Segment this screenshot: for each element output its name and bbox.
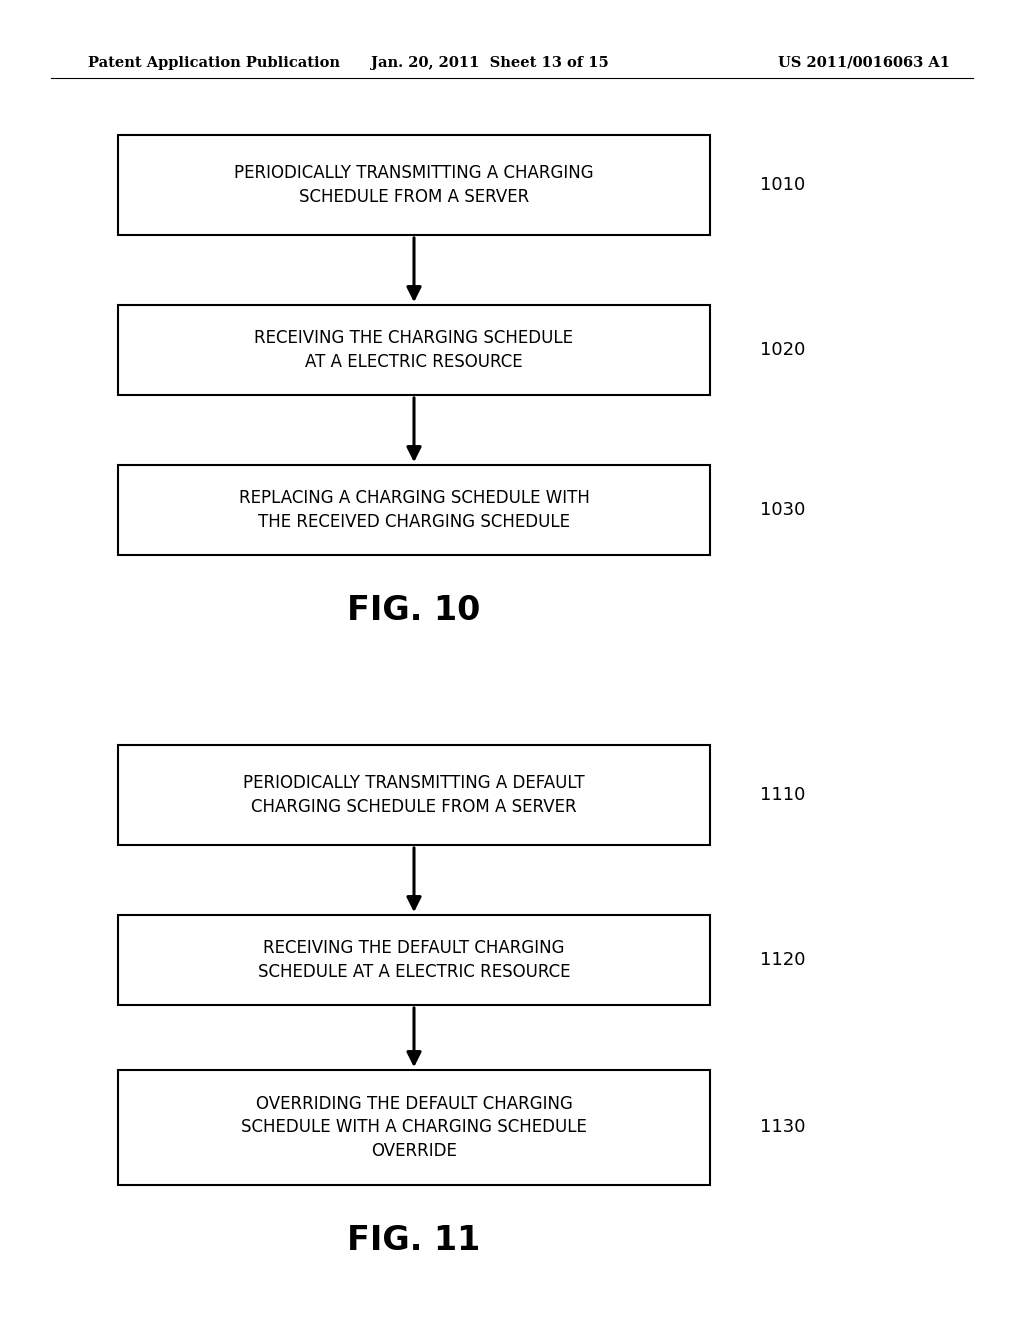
Bar xyxy=(118,744,710,845)
Text: 1020: 1020 xyxy=(760,341,805,359)
Text: 1130: 1130 xyxy=(760,1118,806,1137)
Bar xyxy=(118,135,710,235)
Text: 1120: 1120 xyxy=(760,950,806,969)
Text: US 2011/0016063 A1: US 2011/0016063 A1 xyxy=(778,55,950,70)
Text: 1010: 1010 xyxy=(760,176,805,194)
Text: RECEIVING THE DEFAULT CHARGING
SCHEDULE AT A ELECTRIC RESOURCE: RECEIVING THE DEFAULT CHARGING SCHEDULE … xyxy=(258,940,570,981)
Text: Jan. 20, 2011  Sheet 13 of 15: Jan. 20, 2011 Sheet 13 of 15 xyxy=(371,55,609,70)
Text: PERIODICALLY TRANSMITTING A DEFAULT
CHARGING SCHEDULE FROM A SERVER: PERIODICALLY TRANSMITTING A DEFAULT CHAR… xyxy=(243,775,585,816)
Text: FIG. 11: FIG. 11 xyxy=(347,1224,480,1257)
Text: 1110: 1110 xyxy=(760,785,805,804)
Text: 1030: 1030 xyxy=(760,502,805,519)
Text: PERIODICALLY TRANSMITTING A CHARGING
SCHEDULE FROM A SERVER: PERIODICALLY TRANSMITTING A CHARGING SCH… xyxy=(234,164,594,206)
Bar xyxy=(118,915,710,1005)
Text: FIG. 10: FIG. 10 xyxy=(347,594,480,627)
Text: RECEIVING THE CHARGING SCHEDULE
AT A ELECTRIC RESOURCE: RECEIVING THE CHARGING SCHEDULE AT A ELE… xyxy=(255,329,573,371)
Text: Patent Application Publication: Patent Application Publication xyxy=(88,55,340,70)
Bar xyxy=(118,465,710,554)
Bar xyxy=(118,1071,710,1185)
Bar xyxy=(118,305,710,395)
Text: REPLACING A CHARGING SCHEDULE WITH
THE RECEIVED CHARGING SCHEDULE: REPLACING A CHARGING SCHEDULE WITH THE R… xyxy=(239,490,590,531)
Text: OVERRIDING THE DEFAULT CHARGING
SCHEDULE WITH A CHARGING SCHEDULE
OVERRIDE: OVERRIDING THE DEFAULT CHARGING SCHEDULE… xyxy=(241,1094,587,1160)
